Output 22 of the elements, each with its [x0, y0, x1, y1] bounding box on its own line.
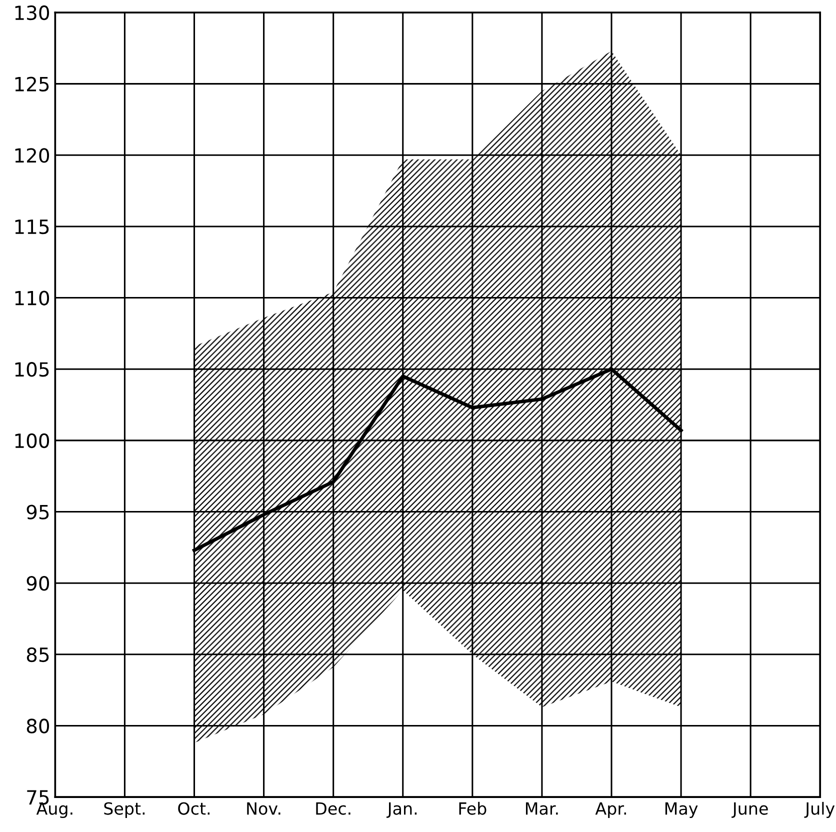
x-tick-label: Sept. — [104, 802, 145, 818]
y-tick-label: 130 — [15, 5, 50, 20]
y-tick-label: 100 — [15, 433, 50, 448]
y-tick-label: 105 — [15, 362, 49, 377]
x-tick-label: Nov. — [247, 802, 280, 815]
y-tick-label: 95 — [26, 504, 49, 520]
x-tick-label: Apr. — [595, 802, 626, 818]
y-tick-label: 110 — [15, 290, 50, 306]
x-tick-label: June — [732, 802, 768, 818]
y-tick-label: 85 — [26, 647, 49, 662]
x-tick-label: Mar. — [526, 802, 558, 815]
x-tick-label: Feb — [459, 802, 486, 815]
y-tick-label: 90 — [26, 576, 50, 591]
x-tick-label: Oct. — [178, 802, 210, 815]
y-tick-label: 80 — [26, 718, 50, 734]
x-tick-label: Dec. — [316, 802, 350, 815]
y-tick-label: 125 — [15, 76, 49, 92]
x-tick-label: July — [804, 802, 835, 818]
x-tick-label: May — [665, 802, 698, 818]
y-tick-label: 115 — [15, 220, 49, 234]
x-tick-label: Jan. — [386, 802, 417, 818]
y-tick-label: 120 — [15, 148, 50, 163]
